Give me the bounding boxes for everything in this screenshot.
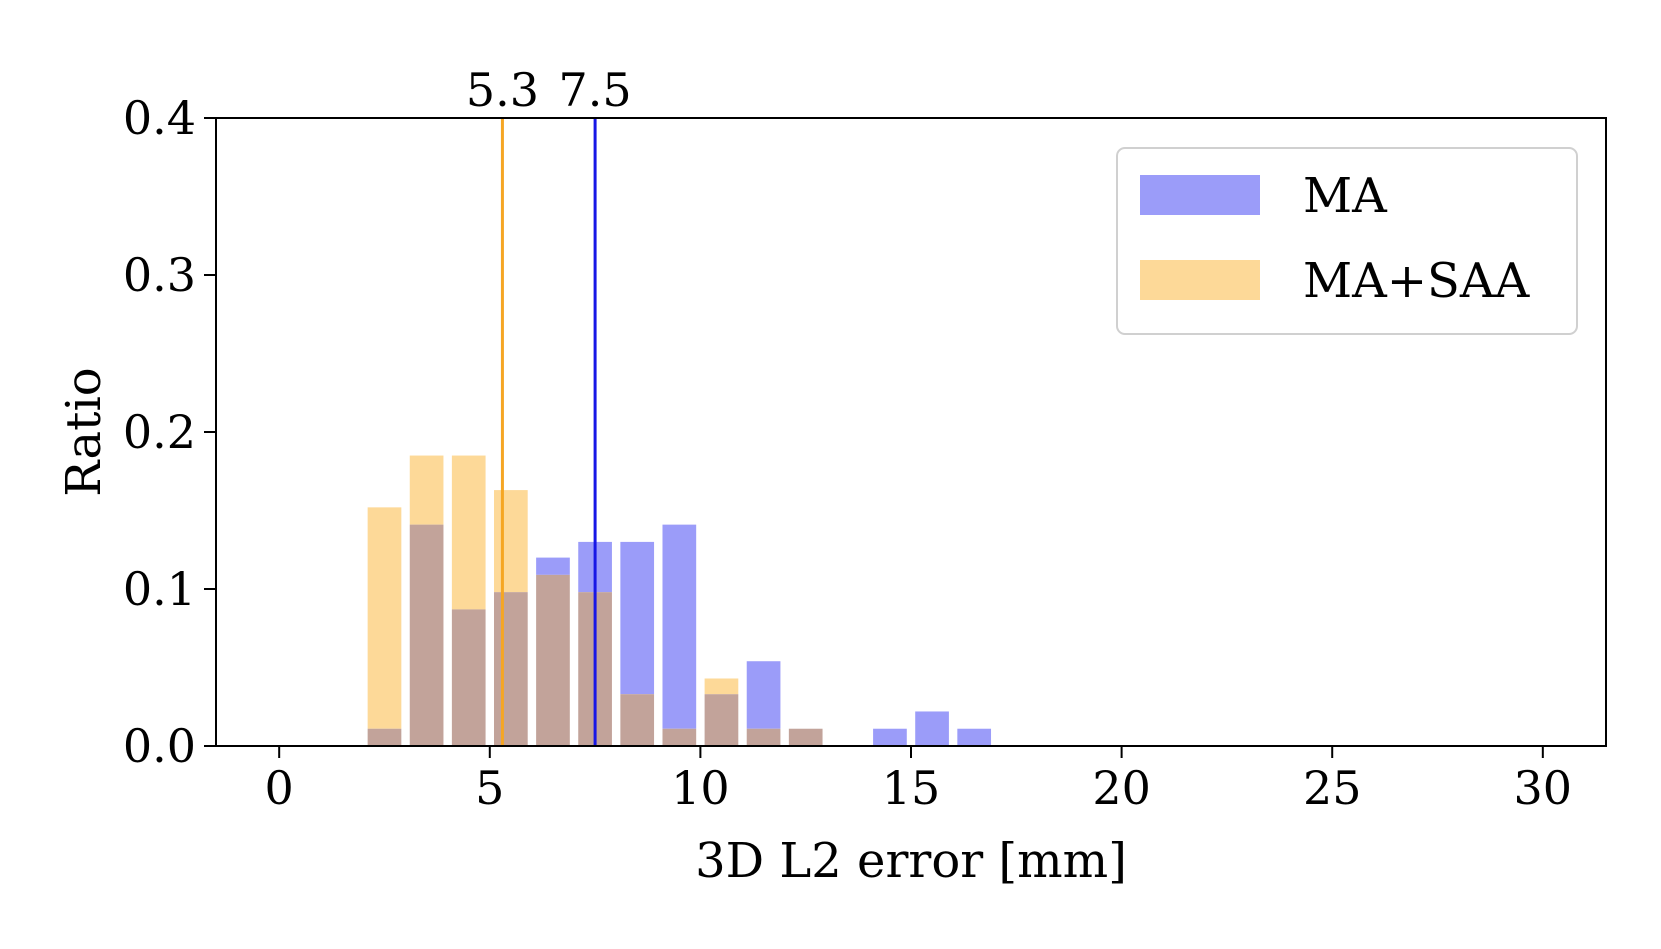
bar-ma: [957, 728, 992, 746]
bar-ma-saa: [409, 455, 444, 525]
bar-overlap: [536, 574, 570, 746]
y-tick-label: 0.0: [123, 719, 196, 773]
bar-ma: [915, 711, 949, 746]
x-tick-label: 25: [1303, 761, 1362, 815]
bars-layer: [367, 455, 992, 746]
x-axis-title: 3D L2 error [mm]: [695, 833, 1127, 889]
bar-overlap: [367, 728, 402, 746]
legend-swatch-ma: [1140, 175, 1260, 215]
legend-label-ma-saa: MA+SAA: [1303, 253, 1531, 309]
x-tick-label: 20: [1092, 761, 1151, 815]
bar-overlap: [494, 592, 528, 746]
bar-overlap: [746, 728, 781, 746]
mean-line-label: 7.5: [559, 63, 632, 117]
bar-ma-saa: [704, 678, 739, 695]
y-axis-ticks: 0.0 0.1 0.2 0.3 0.4: [123, 91, 216, 773]
y-tick-label: 0.2: [123, 405, 196, 459]
x-tick-label: 10: [671, 761, 730, 815]
legend-swatch-ma-saa: [1140, 260, 1260, 300]
bar-ma-saa: [451, 455, 486, 610]
x-tick-label: 5: [475, 761, 504, 815]
x-tick-label: 30: [1514, 761, 1573, 815]
y-tick-label: 0.3: [123, 248, 196, 302]
bar-overlap: [409, 524, 444, 746]
bar-ma: [662, 524, 697, 729]
y-axis-title: Ratio: [56, 367, 112, 496]
y-tick-label: 0.1: [123, 562, 196, 616]
bar-ma-saa: [494, 490, 528, 593]
bar-ma-saa: [367, 507, 402, 729]
mean-lines-layer: 5.3 7.5: [466, 63, 632, 746]
legend-label-ma: MA: [1303, 168, 1388, 224]
bar-overlap: [704, 694, 739, 746]
x-tick-label: 0: [265, 761, 294, 815]
x-axis-ticks: 0 5 10 15 20 25 30: [265, 746, 1573, 815]
bar-ma: [536, 557, 570, 575]
bar-ma: [620, 541, 655, 695]
bar-overlap: [620, 694, 655, 746]
mean-line-label: 5.3: [466, 63, 539, 117]
x-tick-label: 15: [882, 761, 941, 815]
bar-ma: [873, 728, 907, 746]
bar-overlap: [788, 728, 823, 746]
bar-overlap: [662, 728, 697, 746]
y-tick-label: 0.4: [123, 91, 196, 145]
bar-ma: [746, 661, 781, 729]
legend: MA MA+SAA: [1116, 147, 1578, 335]
bar-overlap: [451, 609, 486, 746]
